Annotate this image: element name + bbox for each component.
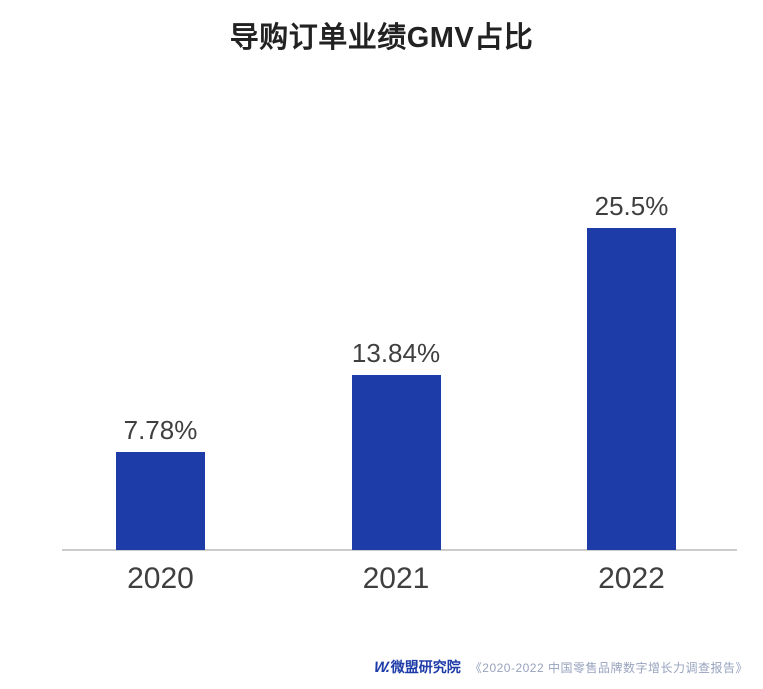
source-footer: W. 微盟研究院 《2020-2022 中国零售品牌数字增长力调查报告》 xyxy=(372,657,748,677)
bar-value-label: 25.5% xyxy=(594,191,669,221)
weimob-logo-label: 微盟研究院 xyxy=(390,659,461,675)
bar-group-2022: 25.5% xyxy=(587,193,676,550)
bar-value-label: 7.78% xyxy=(123,415,198,445)
bar-group-2021: 13.84% xyxy=(351,338,441,550)
bar-value-label: 13.84% xyxy=(351,338,441,368)
x-axis-label-2021: 2021 xyxy=(362,562,430,595)
weimob-logo: W. 微盟研究院 xyxy=(372,657,461,677)
weimob-logo-icon: W. xyxy=(372,658,390,676)
x-axis-label-2022: 2022 xyxy=(598,562,665,595)
report-source-text: 《2020-2022 中国零售品牌数字增长力调查报告》 xyxy=(469,660,748,675)
bar-2022 xyxy=(587,228,676,550)
chart-title: 导购订单业绩GMV占比 xyxy=(229,22,534,54)
bar-group-2020: 7.78% xyxy=(116,417,205,550)
bar-2020 xyxy=(116,452,205,550)
bar-2021 xyxy=(351,375,441,550)
x-axis-line xyxy=(62,549,737,551)
x-axis-label-2020: 2020 xyxy=(127,562,194,595)
